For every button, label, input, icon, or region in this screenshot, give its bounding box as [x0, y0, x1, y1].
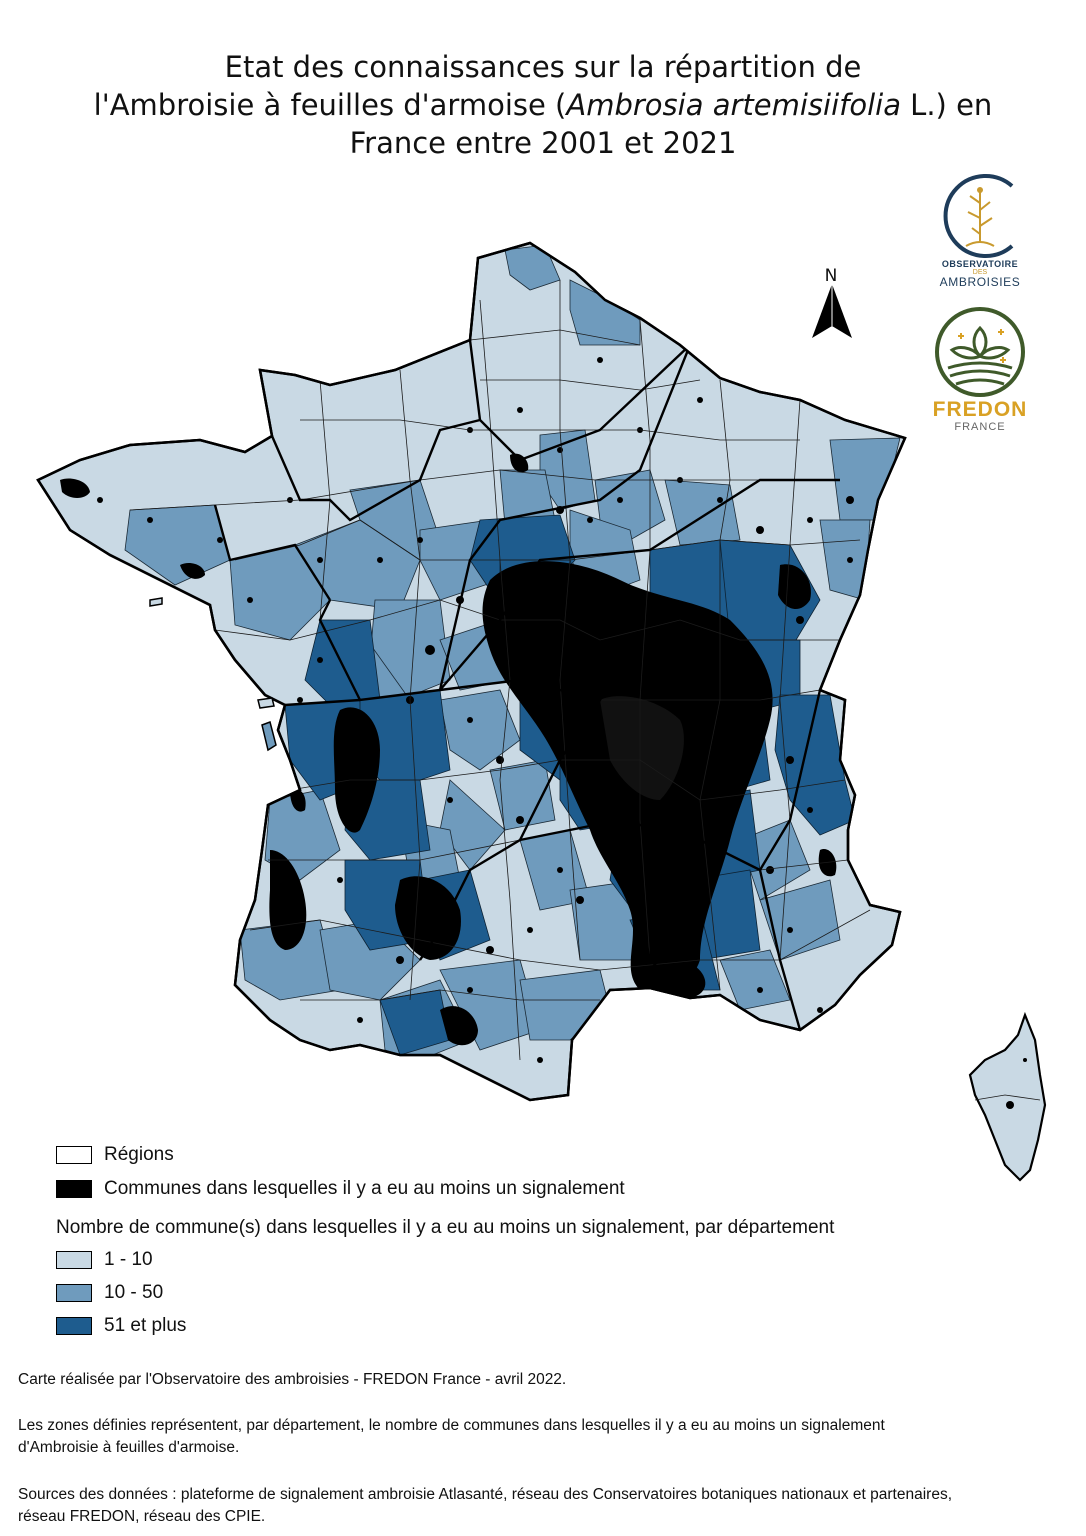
legend-label-class-3: 51 et plus	[104, 1315, 187, 1336]
note-line-2: d'Ambroisie à feuilles d'armoise.	[18, 1439, 240, 1456]
title-line-2: l'Ambroisie à feuilles d'armoise (Ambros…	[0, 86, 1086, 124]
map-title: Etat des connaissances sur la répartitio…	[0, 48, 1086, 162]
fredon-logo	[935, 307, 1025, 397]
north-arrow-icon	[812, 284, 852, 338]
legend-label-class-1: 1 - 10	[104, 1249, 153, 1270]
observatoire-logo-text-2: DES	[972, 269, 988, 276]
title-line-2-post: L.) en	[900, 88, 993, 122]
title-line-3: France entre 2001 et 2021	[349, 126, 737, 160]
observatoire-logo-text-3: AMBROISIES	[939, 275, 1021, 289]
region-boundaries	[213, 339, 840, 1031]
north-label: N	[824, 266, 838, 286]
fredon-logo-subtext: FRANCE	[954, 421, 1006, 433]
note-line-1: Les zones définies représentent, par dép…	[18, 1417, 885, 1434]
legend-swatch-communes	[56, 1180, 92, 1198]
legend-heading: Nombre de commune(s) dans lesquelles il …	[56, 1217, 835, 1238]
france-outline	[36, 241, 907, 1102]
legend-swatch-regions	[56, 1146, 92, 1164]
legend-label-communes: Communes dans lesquelles il y a eu au mo…	[104, 1178, 625, 1199]
island-oleron	[261, 721, 277, 752]
island-belle-ile	[149, 597, 163, 607]
fredon-logo-text: FREDON	[932, 398, 1028, 421]
legend-label-regions: Régions	[104, 1144, 174, 1165]
sources-line-1: Sources des données : plateforme de sign…	[18, 1486, 953, 1503]
legend-swatch-class-1	[56, 1251, 92, 1269]
legend-label-class-2: 10 - 50	[104, 1282, 164, 1303]
observatoire-ambroisies-logo	[943, 174, 1014, 258]
title-line-1: Etat des connaissances sur la répartitio…	[224, 50, 862, 84]
island-re	[257, 697, 275, 709]
observatoire-logo-text-1: OBSERVATOIRE	[941, 259, 1019, 269]
communes-signalement	[60, 453, 837, 1046]
communes-scatter	[97, 357, 854, 1063]
title-line-2-pre: l'Ambroisie à feuilles d'armoise (	[93, 88, 567, 122]
sources-line-2: réseau FREDON, réseau des CPIE.	[18, 1508, 266, 1525]
title-species-name: Ambrosia artemisiifolia	[566, 88, 901, 122]
credit-text: Carte réalisée par l'Observatoire des am…	[18, 1371, 567, 1388]
corsica	[968, 1011, 1047, 1182]
france-map	[36, 241, 1047, 1182]
legend-swatch-class-3	[56, 1317, 92, 1335]
legend-swatch-class-2	[56, 1284, 92, 1302]
